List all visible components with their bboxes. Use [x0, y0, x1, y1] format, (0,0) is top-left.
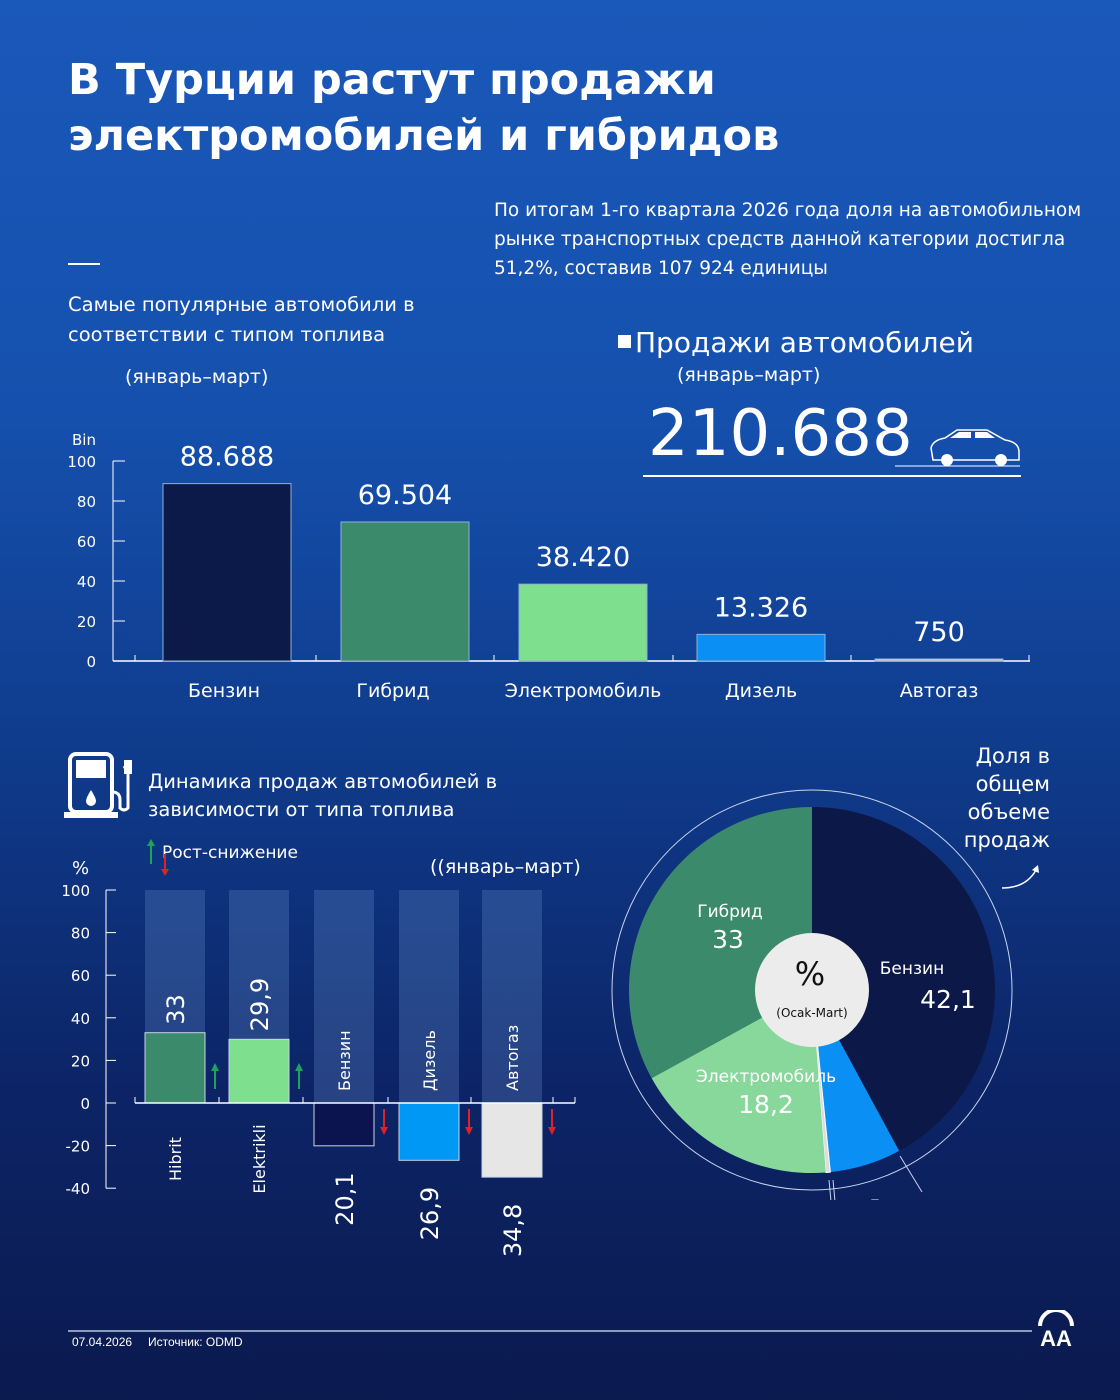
slice-category-label: Электромобиль: [696, 1067, 836, 1087]
pie-slice: [812, 807, 995, 1151]
bar: [696, 633, 826, 662]
aa-logo: AA: [1038, 1310, 1074, 1350]
sales-total: 210.688: [648, 397, 913, 471]
slice-value-label: 42,1: [920, 985, 976, 1014]
down-arrow-head: [380, 1127, 388, 1135]
bar-background: [482, 890, 542, 1103]
category-label: Автогаз: [503, 1025, 522, 1091]
bar-value-label: 26,9: [416, 1187, 444, 1240]
bar-value-label: 34,8: [499, 1204, 527, 1257]
y-tick-label: 40: [71, 1010, 90, 1028]
down-arrow-head: [548, 1127, 556, 1135]
footer-source: Источник: ODMD: [148, 1335, 243, 1349]
fuel-type-bar-chart: Bin 0 20 40 60 80 100 88.688 Бензин 69.504 Гибрид 3…: [67, 431, 1004, 702]
bar: [228, 1038, 290, 1104]
svg-text:AA: AA: [1040, 1326, 1072, 1350]
bar-value-label: 69.504: [358, 480, 452, 511]
y-tick-label: 60: [77, 533, 96, 551]
bar-background: [314, 890, 374, 1103]
share-pie-chart: %(Ocak-Mart)Бензин42,1Дизель6,3Автогаз0,…: [611, 789, 1013, 1200]
y-tick-label: 100: [67, 453, 96, 471]
slice-category-label: Бензин: [880, 959, 944, 979]
category-label: Бензин: [335, 1030, 354, 1091]
footer-date: 07.04.2026: [72, 1335, 133, 1349]
category-label: Электромобиль: [505, 680, 662, 702]
center-label: (Ocak-Mart): [776, 1006, 847, 1020]
category-label: Гибрид: [356, 680, 429, 702]
leader-line: [828, 1179, 832, 1200]
y-tick-label: 40: [77, 573, 96, 591]
outer-ring: [611, 789, 1013, 1191]
growth-decline-legend-icon: [147, 839, 169, 876]
category-label: Автогаз: [900, 680, 979, 702]
slice-value-label: 33: [712, 925, 744, 954]
curved-arrow-icon: [1001, 865, 1039, 889]
slice-category-label: Дизель: [868, 1197, 933, 1200]
dynamics-bar-chart: % -40 -20 0 20 40 60 80 100 33 Hibrit 29,9 Elektrikl…: [61, 858, 576, 1257]
y-tick-label: 0: [80, 1095, 90, 1113]
bar: [144, 1032, 206, 1104]
sales-underline: [643, 475, 1021, 477]
bar-value-label: 38.420: [536, 542, 630, 573]
y-axis-label: Bin: [72, 431, 96, 449]
bar: [481, 1102, 543, 1178]
category-label: Elektrikli: [250, 1124, 269, 1193]
bar-value-label: 750: [913, 617, 965, 648]
lead-text: По итогам 1-го квартала 2026 года доля н…: [494, 200, 1082, 279]
sales-period: (январь–март): [677, 364, 821, 386]
y-tick-label: 80: [77, 493, 96, 511]
category-label: Дизель: [725, 680, 797, 702]
page-title: В Турции растут продажи электромобилей и…: [68, 55, 780, 161]
bar-value-label: 20,1: [331, 1172, 359, 1225]
y-tick-label: 20: [77, 613, 96, 631]
y-axis-label: %: [72, 858, 89, 879]
bar-value-label: 13.326: [714, 592, 808, 623]
slice-category-label: Гибрид: [697, 902, 763, 922]
bullet-square-icon: [618, 335, 631, 348]
center-symbol: %: [795, 955, 825, 993]
bar-value-label: 88.688: [180, 442, 274, 473]
bar: [398, 1102, 460, 1161]
y-tick-label: 100: [61, 882, 90, 900]
slice-value-label: 18,2: [738, 1090, 794, 1119]
dynamics-title: Динамика продаж автомобилей в зависимост…: [148, 770, 498, 821]
y-tick-label: -40: [66, 1180, 91, 1198]
pie-center: [755, 933, 869, 1047]
category-label: Hibrit: [166, 1137, 185, 1181]
bar: [340, 521, 470, 662]
share-title: Доля в общем объеме продаж: [963, 744, 1050, 852]
up-arrow-head: [295, 1063, 303, 1071]
footer-line: [68, 1330, 1032, 1332]
bar: [162, 483, 292, 662]
up-arrow-head: [211, 1063, 219, 1071]
y-tick-label: -20: [66, 1138, 91, 1156]
leader-line: [832, 1179, 836, 1200]
leader-line: [899, 1155, 923, 1193]
popular-title: Самые популярные автомобили в соответств…: [68, 293, 415, 346]
bar-value-label: 33: [162, 994, 190, 1025]
bar: [518, 583, 648, 662]
y-tick-label: 80: [71, 925, 90, 943]
dynamics-legend: Рост-снижение: [162, 843, 298, 863]
dynamics-period: ((январь–март): [430, 856, 581, 878]
y-tick-label: 60: [71, 967, 90, 985]
popular-period: (январь–март): [125, 366, 269, 388]
y-tick-label: 20: [71, 1052, 90, 1070]
fuel-pump-icon: [64, 752, 132, 818]
down-arrow-head: [465, 1127, 473, 1135]
car-icon: [895, 429, 1020, 467]
divider: [68, 263, 100, 265]
bar: [874, 658, 1004, 662]
bar-background: [399, 890, 459, 1103]
bar-value-label: 29,9: [246, 978, 274, 1031]
sales-title: Продажи автомобилей: [618, 326, 974, 359]
bar: [313, 1102, 375, 1147]
y-tick-label: 0: [86, 653, 96, 671]
category-label: Бензин: [188, 680, 260, 702]
category-label: Дизель: [420, 1030, 439, 1091]
